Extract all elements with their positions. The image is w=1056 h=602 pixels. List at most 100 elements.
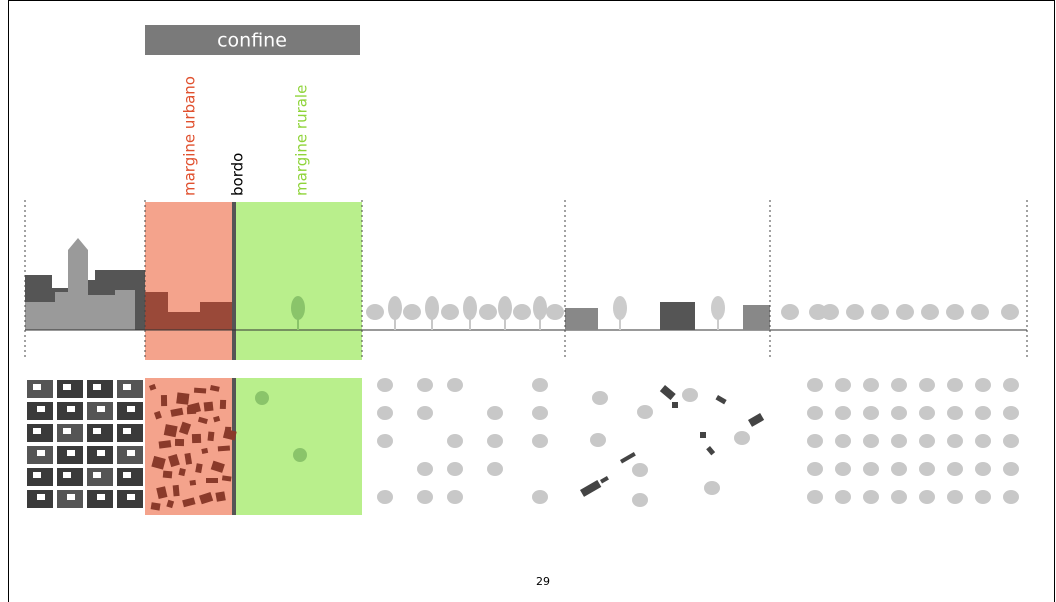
- bush-plan: [975, 378, 991, 392]
- city-elevation-light: [25, 238, 135, 330]
- urban-building: [170, 407, 184, 417]
- trunk: [469, 316, 471, 330]
- bush-plan: [637, 405, 653, 419]
- trunk: [297, 316, 299, 330]
- building-plan: [659, 385, 676, 401]
- bush-plan: [632, 463, 648, 477]
- bush-plan: [592, 391, 608, 405]
- bush-plan: [377, 434, 393, 448]
- urban-building: [224, 426, 232, 439]
- bush-plan: [1003, 434, 1019, 448]
- bush-plan: [975, 490, 991, 504]
- urban-building: [209, 385, 220, 392]
- confine-bar: [145, 25, 360, 55]
- urban-building: [158, 440, 172, 449]
- bush-plan: [891, 378, 907, 392]
- tree-crown: [711, 296, 725, 320]
- confine-title: confine: [217, 30, 287, 52]
- urban-zone: [145, 202, 232, 360]
- urban-building: [201, 447, 209, 455]
- urban-label: margine urbano: [181, 76, 199, 196]
- bush-plan: [632, 493, 648, 507]
- bush-plan: [835, 434, 851, 448]
- building-plan: [672, 402, 678, 408]
- bush-plan: [891, 434, 907, 448]
- bush-plan: [532, 490, 548, 504]
- bush-plan: [487, 406, 503, 420]
- courtyard: [67, 406, 75, 412]
- urban-building: [217, 445, 231, 452]
- courtyard: [127, 450, 135, 456]
- bush-plan: [377, 406, 393, 420]
- urban-building: [176, 392, 190, 405]
- bush-plan: [891, 462, 907, 476]
- bush-plan: [682, 388, 698, 402]
- bush-plan: [1003, 462, 1019, 476]
- trunk: [504, 316, 506, 330]
- bush-plan: [947, 406, 963, 420]
- bush-plan: [1003, 406, 1019, 420]
- bush-plan: [863, 462, 879, 476]
- urban-elevation: [145, 292, 232, 330]
- rural-zone: [236, 202, 362, 360]
- urban-building: [178, 421, 192, 435]
- bush-plan: [807, 378, 823, 392]
- bush-plan: [947, 462, 963, 476]
- urban-building: [160, 394, 168, 407]
- urban-building: [150, 502, 161, 511]
- trunk: [539, 316, 541, 330]
- courtyard: [33, 428, 41, 434]
- rural-label: margine rurale: [293, 85, 311, 196]
- bush: [513, 304, 531, 320]
- bush-plan: [532, 406, 548, 420]
- courtyard: [93, 384, 101, 390]
- urban-building: [195, 463, 203, 474]
- building-plan: [700, 432, 706, 438]
- courtyard: [33, 384, 41, 390]
- bush-plan: [975, 462, 991, 476]
- urban-building: [215, 491, 226, 502]
- building: [565, 308, 598, 330]
- urban-building: [184, 452, 193, 465]
- courtyard: [97, 406, 105, 412]
- building-plan: [620, 451, 636, 464]
- bush-plan: [947, 490, 963, 504]
- bush-plan: [807, 490, 823, 504]
- building-plan: [748, 413, 765, 427]
- bush-plan: [704, 481, 720, 495]
- bush: [366, 304, 384, 320]
- bush-plan: [377, 490, 393, 504]
- urban-building: [174, 438, 185, 447]
- bush: [441, 304, 459, 320]
- page-number: 29: [536, 575, 550, 588]
- urban-building: [156, 486, 168, 499]
- bush-plan: [863, 406, 879, 420]
- courtyard: [37, 406, 45, 412]
- rural-zone-plan: [236, 378, 362, 515]
- bush-plan: [447, 378, 463, 392]
- bush-plan: [891, 406, 907, 420]
- courtyard: [123, 428, 131, 434]
- courtyard: [93, 428, 101, 434]
- bush-plan: [807, 434, 823, 448]
- urban-building: [207, 431, 215, 442]
- courtyard: [93, 472, 101, 478]
- courtyard: [127, 494, 135, 500]
- urban-building: [199, 492, 214, 505]
- courtyard: [63, 428, 71, 434]
- bush: [479, 304, 497, 320]
- bush-plan: [532, 378, 548, 392]
- bush: [846, 304, 864, 320]
- urban-building: [166, 499, 175, 509]
- urban-building: [197, 416, 208, 425]
- building-plan: [579, 480, 602, 497]
- bush-plan: [807, 462, 823, 476]
- building-plan: [600, 476, 609, 484]
- bush-plan: [919, 378, 935, 392]
- bush-plan: [975, 434, 991, 448]
- courtyard: [123, 384, 131, 390]
- border-label: bordo: [229, 153, 247, 196]
- courtyard: [123, 472, 131, 478]
- building: [743, 305, 770, 330]
